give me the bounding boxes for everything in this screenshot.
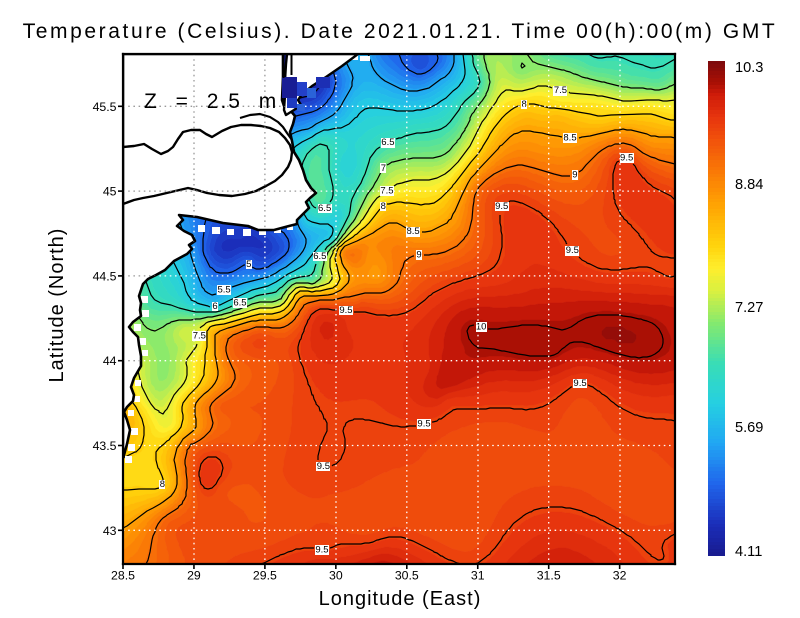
svg-text:8.84: 8.84 <box>735 177 763 193</box>
svg-text:45: 45 <box>103 185 117 199</box>
svg-text:7.27: 7.27 <box>735 300 763 316</box>
svg-text:10: 10 <box>476 322 487 333</box>
svg-text:8: 8 <box>521 99 526 110</box>
svg-text:6: 6 <box>212 301 217 312</box>
svg-text:9.5: 9.5 <box>339 305 352 316</box>
svg-text:9.5: 9.5 <box>620 153 633 164</box>
svg-text:7: 7 <box>381 163 386 174</box>
svg-text:9.5: 9.5 <box>495 201 508 212</box>
svg-text:8: 8 <box>160 479 165 490</box>
svg-text:31.5: 31.5 <box>537 568 561 582</box>
svg-text:28.5: 28.5 <box>111 568 135 582</box>
svg-text:29: 29 <box>187 568 201 582</box>
svg-text:43.5: 43.5 <box>93 439 117 453</box>
svg-text:29.5: 29.5 <box>253 568 277 582</box>
svg-text:5: 5 <box>246 259 251 270</box>
svg-text:5.5: 5.5 <box>217 285 230 296</box>
svg-text:4.11: 4.11 <box>735 544 762 560</box>
svg-text:9.5: 9.5 <box>417 419 430 430</box>
svg-text:8.5: 8.5 <box>563 132 576 143</box>
svg-text:6.5: 6.5 <box>233 297 246 308</box>
svg-text:45.5: 45.5 <box>93 100 117 114</box>
svg-text:32: 32 <box>613 568 627 582</box>
svg-text:31: 31 <box>471 568 485 582</box>
svg-text:43: 43 <box>103 524 117 538</box>
svg-text:44.5: 44.5 <box>93 269 117 283</box>
svg-text:6.5: 6.5 <box>381 137 394 148</box>
svg-text:9.5: 9.5 <box>566 245 579 256</box>
svg-text:30.5: 30.5 <box>395 568 419 582</box>
svg-text:30: 30 <box>329 568 343 582</box>
svg-text:9.5: 9.5 <box>317 461 330 472</box>
svg-text:8: 8 <box>381 201 386 212</box>
svg-text:6.5: 6.5 <box>318 203 331 214</box>
svg-text:9.5: 9.5 <box>573 378 586 389</box>
svg-text:9: 9 <box>572 169 577 180</box>
svg-text:9.5: 9.5 <box>315 544 328 555</box>
svg-text:44: 44 <box>103 354 117 368</box>
svg-text:7.5: 7.5 <box>554 85 567 96</box>
svg-text:7.5: 7.5 <box>380 185 393 196</box>
svg-text:5.69: 5.69 <box>735 420 763 436</box>
svg-text:6.5: 6.5 <box>313 251 326 262</box>
svg-text:10.3: 10.3 <box>735 60 763 76</box>
svg-text:8.5: 8.5 <box>406 226 419 237</box>
svg-text:7.5: 7.5 <box>193 330 206 341</box>
svg-text:9: 9 <box>416 250 421 261</box>
